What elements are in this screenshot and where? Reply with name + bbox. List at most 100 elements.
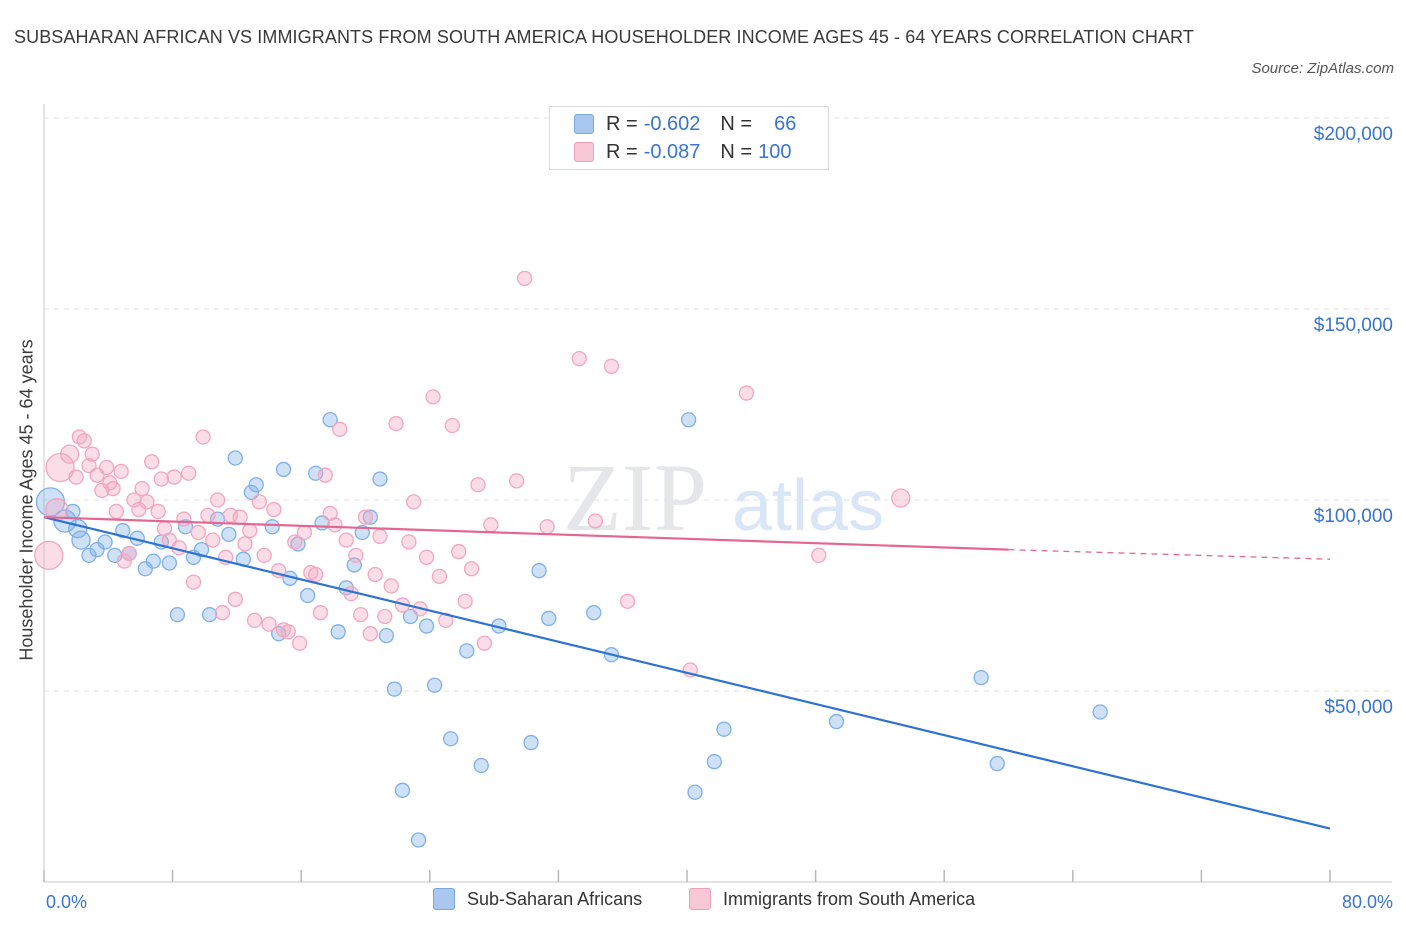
point-southamerica bbox=[266, 501, 282, 518]
point-subsaharan bbox=[97, 534, 113, 550]
r-label: R = bbox=[606, 140, 638, 163]
point-subsaharan bbox=[161, 555, 178, 571]
point-southamerica bbox=[131, 501, 147, 518]
point-southamerica bbox=[418, 549, 435, 565]
point-southamerica bbox=[195, 429, 211, 445]
point-southamerica bbox=[280, 624, 296, 640]
point-subsaharan bbox=[716, 721, 732, 737]
source-label: Source: ZipAtlas.com bbox=[1251, 60, 1394, 77]
point-subsaharan bbox=[322, 412, 338, 428]
point-southamerica bbox=[222, 507, 239, 523]
point-southamerica bbox=[76, 433, 92, 449]
point-southamerica bbox=[348, 547, 364, 564]
point-southamerica bbox=[317, 467, 333, 483]
point-subsaharan bbox=[443, 731, 459, 747]
point-southamerica bbox=[227, 591, 243, 607]
point-southamerica bbox=[425, 389, 441, 405]
point-southamerica bbox=[463, 561, 480, 577]
point-subsaharan bbox=[706, 754, 722, 770]
tick-labels: $50,000 $100,000 $150,000 $200,000 0.0% 80.0% bbox=[46, 124, 1393, 912]
point-southamerica bbox=[431, 568, 448, 585]
point-southamerica bbox=[353, 606, 369, 623]
point-southamerica bbox=[388, 415, 404, 432]
point-southamerica bbox=[508, 473, 525, 489]
trend-line-southamerica bbox=[43, 516, 1009, 551]
point-subsaharan bbox=[137, 561, 153, 577]
point-southamerica bbox=[113, 463, 129, 480]
y-axis-label-box: Householder Income Ages 45 - 64 years bbox=[12, 140, 42, 860]
point-southamerica bbox=[603, 358, 620, 374]
n-value: 66 bbox=[774, 112, 797, 135]
point-subsaharan bbox=[586, 605, 602, 621]
point-southamerica bbox=[406, 494, 422, 510]
point-subsaharan bbox=[418, 618, 435, 634]
point-subsaharan bbox=[459, 643, 475, 659]
point-subsaharan bbox=[227, 450, 243, 466]
legend-item-southamerica[interactable]: Immigrants from South America bbox=[689, 888, 975, 910]
point-southamerica bbox=[332, 421, 348, 437]
point-southamerica bbox=[176, 511, 192, 527]
point-southamerica bbox=[516, 270, 533, 287]
point-subsaharan bbox=[1092, 704, 1108, 720]
point-southamerica bbox=[144, 454, 160, 470]
stats-row-subsaharan: R = -0.602 N = 66 bbox=[574, 112, 796, 136]
point-southamerica bbox=[891, 488, 911, 508]
point-subsaharan bbox=[541, 610, 557, 627]
legend-item-subsaharan[interactable]: Sub-Saharan Africans bbox=[433, 888, 642, 910]
point-subsaharan bbox=[264, 519, 280, 535]
y-tick-label: $150,000 bbox=[1314, 315, 1393, 336]
point-southamerica bbox=[99, 459, 115, 476]
point-southamerica bbox=[261, 616, 277, 632]
point-southamerica bbox=[619, 593, 636, 609]
point-subsaharan bbox=[989, 755, 1005, 772]
point-subsaharan bbox=[330, 624, 346, 640]
legend-label-subsaharan: Sub-Saharan Africans bbox=[467, 888, 643, 909]
point-subsaharan bbox=[386, 681, 403, 697]
point-subsaharan bbox=[346, 557, 362, 573]
n-label: N = bbox=[720, 140, 753, 163]
point-subsaharan bbox=[410, 832, 427, 848]
point-southamerica bbox=[237, 536, 253, 552]
point-southamerica bbox=[68, 469, 84, 485]
point-southamerica bbox=[367, 566, 383, 583]
point-southamerica bbox=[470, 477, 486, 493]
r-value: -0.087 bbox=[643, 140, 701, 163]
point-southamerica bbox=[291, 635, 308, 651]
point-southamerica bbox=[539, 519, 555, 535]
grid-lines bbox=[44, 117, 1392, 692]
point-subsaharan bbox=[426, 677, 443, 693]
point-subsaharan bbox=[89, 542, 105, 558]
x-tick-label: 80.0% bbox=[1342, 892, 1393, 912]
point-subsaharan bbox=[299, 587, 316, 604]
point-southamerica bbox=[150, 503, 166, 520]
swatch-subsaharan bbox=[574, 114, 594, 134]
point-southamerica bbox=[116, 553, 133, 569]
point-southamerica bbox=[121, 545, 137, 562]
point-subsaharan bbox=[680, 412, 697, 428]
r-label: R = bbox=[606, 112, 638, 135]
watermark-zip: ZIP bbox=[563, 444, 707, 551]
point-southamerica bbox=[134, 480, 150, 497]
point-southamerica bbox=[571, 351, 587, 367]
point-subsaharan bbox=[394, 782, 411, 798]
stats-legend: R = -0.602 N = 66 R = -0.087 N = 100 bbox=[549, 106, 829, 170]
scatter-points bbox=[34, 270, 1108, 848]
legend-swatch-southamerica bbox=[689, 888, 711, 910]
point-subsaharan bbox=[473, 757, 489, 774]
point-subsaharan bbox=[53, 509, 77, 533]
point-southamerica bbox=[214, 605, 231, 621]
point-subsaharan bbox=[362, 509, 378, 525]
y-axis-label: Householder Income Ages 45 - 64 years bbox=[16, 339, 37, 661]
point-southamerica bbox=[457, 593, 473, 609]
point-southamerica bbox=[287, 534, 303, 550]
point-southamerica bbox=[362, 626, 378, 642]
point-southamerica bbox=[246, 612, 263, 628]
point-southamerica bbox=[190, 524, 206, 541]
point-subsaharan bbox=[201, 606, 218, 623]
point-southamerica bbox=[451, 543, 467, 560]
axes bbox=[43, 104, 1392, 883]
point-southamerica bbox=[357, 509, 374, 525]
legend-swatch-subsaharan bbox=[433, 888, 455, 910]
point-subsaharan bbox=[378, 627, 395, 644]
